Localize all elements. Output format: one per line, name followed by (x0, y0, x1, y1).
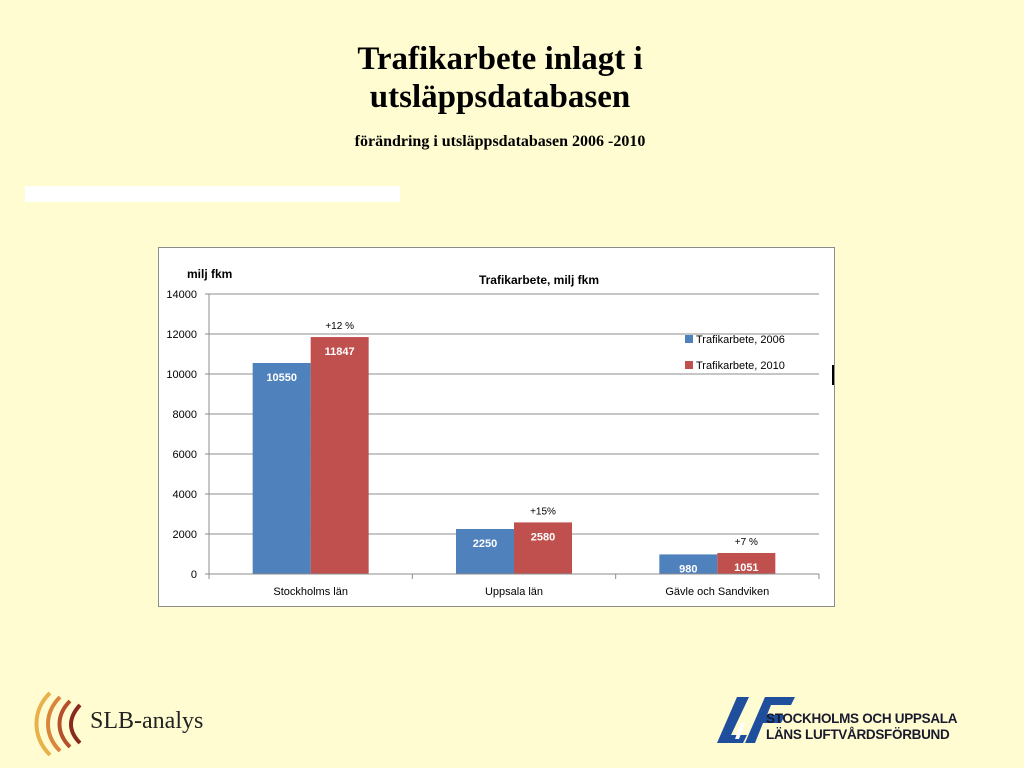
y-tick-label: 2000 (173, 529, 197, 541)
legend-label: Trafikarbete, 2010 (696, 360, 785, 372)
chart-container: milj fkm Trafikarbete, milj fkm 10550 118… (158, 247, 835, 607)
slb-logo-icon (34, 691, 82, 757)
bar (659, 554, 718, 574)
data-label: 11847 (325, 346, 355, 358)
slide-title-line1: Trafikarbete inlagt i (357, 41, 643, 77)
legend: Trafikarbete, 2006 Trafikarbete, 2010 (685, 334, 785, 372)
grid (209, 293, 819, 535)
y-tick-label: 0 (191, 569, 197, 581)
axes: 0 2000 4000 6000 8000 10000 12000 14000 Stockhol… (166, 289, 820, 598)
chart-title: Trafikarbete, milj fkm (479, 273, 599, 287)
data-label: 2250 (473, 538, 497, 550)
lvf-line1: STOCKHOLMS OCH UPPSALA (766, 711, 958, 726)
legend-swatch (685, 361, 693, 369)
x-tick-label: Gävle och Sandviken (665, 586, 769, 598)
change-annotation: +7 % (735, 537, 758, 548)
data-label: 1051 (734, 562, 758, 574)
slide-title: Trafikarbete inlagt i utsläppsdatabasen (200, 40, 800, 116)
white-strip (25, 186, 400, 202)
bar (310, 337, 369, 574)
y-tick-label: 10000 (166, 369, 197, 381)
lvf-logo-icon (717, 697, 795, 743)
y-tick-label: 4000 (173, 489, 197, 501)
change-annotation: +15% (530, 506, 556, 517)
legend-label: Trafikarbete, 2006 (696, 334, 785, 346)
x-tick-label: Uppsala län (485, 586, 543, 598)
bar (252, 363, 311, 574)
slide-subtitle: förändring i utsläppsdatabasen 2006 -201… (354, 133, 646, 150)
lvf-logo-text: STOCKHOLMS OCH UPPSALA LÄNS LUFTVÅRDSFÖR… (766, 711, 957, 743)
x-tick-label: Stockholms län (273, 586, 348, 598)
lvf-line2: LÄNS LUFTVÅRDSFÖRBUND (766, 727, 950, 742)
legend-swatch (685, 335, 693, 343)
slb-logo-text: SLB-analys (90, 708, 204, 734)
y-tick-label: 14000 (166, 289, 197, 301)
bar (717, 552, 776, 574)
bars: 10550 11847 +12 % 2250 2580 +15% 980 1051 +7 % (252, 321, 776, 575)
change-annotation: +12 % (325, 321, 354, 332)
data-label: 2580 (531, 531, 555, 543)
y-tick-label: 12000 (166, 329, 197, 341)
bar (456, 529, 514, 574)
data-label: 10550 (266, 372, 297, 384)
data-label: 980 (679, 563, 697, 575)
bar-chart: milj fkm Trafikarbete, milj fkm 10550 118… (166, 267, 820, 598)
black-marker (832, 365, 834, 385)
y-axis-label: milj fkm (187, 267, 232, 281)
y-tick-label: 6000 (173, 449, 197, 461)
bar (514, 522, 572, 574)
y-tick-label: 8000 (173, 409, 197, 421)
slide-title-line2: utsläppsdatabasen (369, 79, 631, 115)
